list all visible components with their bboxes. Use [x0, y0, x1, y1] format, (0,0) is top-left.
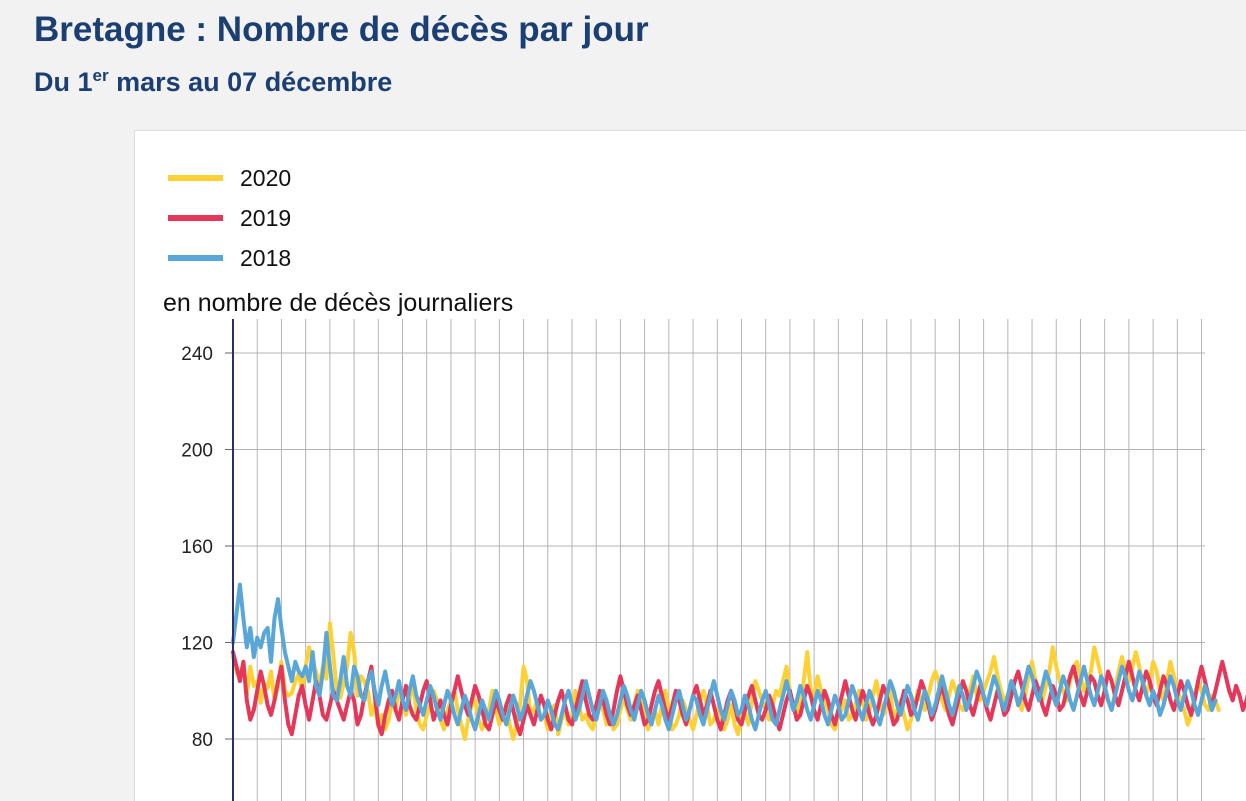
series-line-2020 [231, 621, 1221, 741]
daily-deaths-chart: 2020 2019 2018 en nombre de décès journali… [163, 165, 1246, 801]
y-tick-label: 160 [181, 537, 213, 558]
page-title: Bretagne : Nombre de décès par jour [34, 10, 649, 49]
legend-label-2020: 2020 [240, 165, 291, 191]
legend-label-2019: 2019 [240, 205, 291, 231]
chart-panel: 2020 2019 2018 en nombre de décès journali… [134, 130, 1246, 801]
y-axis-label: en nombre de décès journaliers [163, 289, 513, 317]
y-axis-ticks: 80 120 160 200 240 [181, 344, 233, 751]
y-tick-label: 80 [192, 730, 213, 751]
series-line-2018 [231, 582, 1218, 732]
y-tick-label: 200 [181, 441, 213, 462]
chart-legend: 2020 2019 2018 [168, 165, 291, 271]
page-subtitle: Du 1er mars au 07 décembre [34, 66, 392, 98]
subtitle-superscript: er [92, 66, 109, 85]
subtitle-suffix: mars au 07 décembre [108, 67, 393, 97]
chart-series-lines [231, 582, 1246, 741]
legend-label-2018: 2018 [240, 245, 291, 271]
y-tick-label: 240 [181, 344, 213, 365]
subtitle-prefix: Du 1 [34, 67, 93, 97]
y-tick-label: 120 [181, 634, 213, 655]
